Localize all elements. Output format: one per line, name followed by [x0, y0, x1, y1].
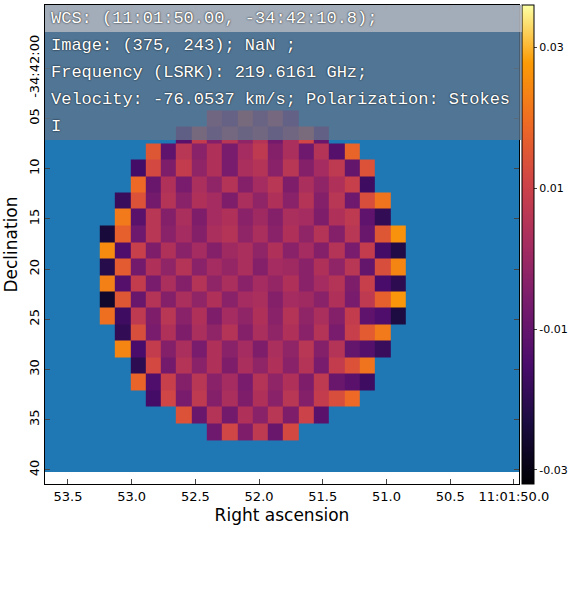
svg-text:-0.03: -0.03 — [539, 464, 567, 477]
svg-text:0.03: 0.03 — [539, 41, 564, 54]
html-text:Velocity: -76.0537 km/s; Polar: Velocity: -76.0537 km/s; Polarization: S… — [51, 90, 511, 109]
html-text:Image: (375, 243); NaN ;: Image: (375, 243); NaN ; — [51, 36, 296, 55]
svg-text:51.5: 51.5 — [308, 489, 337, 504]
svg-text:15: 15 — [27, 209, 42, 226]
svg-text:20: 20 — [27, 259, 42, 276]
svg-text:10: 10 — [27, 158, 42, 175]
svg-text:05: 05 — [27, 108, 42, 125]
svg-text:52.0: 52.0 — [245, 489, 274, 504]
svg-text:53.0: 53.0 — [117, 489, 146, 504]
svg-text:52.5: 52.5 — [181, 489, 210, 504]
svg-text:Declination: Declination — [1, 196, 21, 292]
svg-text:50.5: 50.5 — [436, 489, 465, 504]
svg-text:-0.01: -0.01 — [539, 323, 567, 336]
svg-text:51.0: 51.0 — [372, 489, 401, 504]
svg-text:0.01: 0.01 — [539, 182, 564, 195]
svg-text:Right ascension: Right ascension — [215, 505, 350, 525]
svg-text:35: 35 — [27, 410, 42, 427]
html-text:I: I — [51, 117, 62, 136]
html-text:Frequency (LSRK): 219.6161 GHz: Frequency (LSRK): 219.6161 GHz; — [51, 63, 368, 82]
svg-text:53.5: 53.5 — [53, 489, 82, 504]
html-text:WCS: (11:01:50.00, -34:42:10.8: WCS: (11:01:50.00, -34:42:10.8); — [51, 9, 378, 28]
svg-text:11:01:50.0: 11:01:50.0 — [479, 489, 550, 504]
svg-text:40: 40 — [27, 460, 42, 477]
svg-text:30: 30 — [27, 359, 42, 376]
svg-text:25: 25 — [27, 309, 42, 326]
svg-text:-34:42:00: -34:42:00 — [27, 35, 42, 98]
